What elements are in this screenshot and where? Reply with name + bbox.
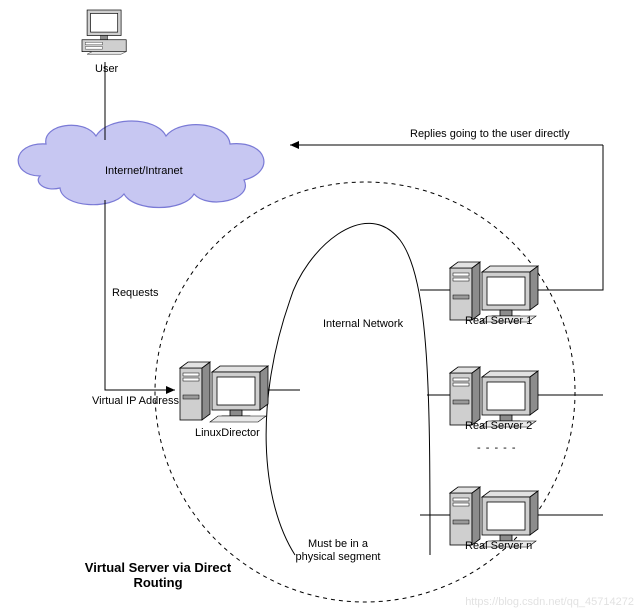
rs1-label: Real Server 1 bbox=[465, 315, 532, 327]
arrowhead-9 bbox=[290, 141, 299, 149]
diagram-title: Virtual Server via Direct Routing bbox=[78, 560, 238, 590]
vip-label: Virtual IP Address bbox=[92, 395, 179, 407]
arrowhead-1 bbox=[166, 386, 175, 394]
real-server-1-icon bbox=[450, 262, 538, 322]
real-server-2-icon bbox=[450, 367, 538, 427]
segment-note: Must be in a physical segment bbox=[293, 538, 383, 564]
internal-network-bubble bbox=[266, 223, 430, 555]
watermark-text: https://blog.csdn.net/qq_45714272 bbox=[465, 596, 634, 608]
user-computer-icon bbox=[82, 10, 126, 54]
rs2-label: Real Server 2 bbox=[465, 420, 532, 432]
ellipsis-label: - - - - - bbox=[477, 442, 517, 454]
cloud-label: Internet/Intranet bbox=[105, 165, 183, 177]
user-label: User bbox=[95, 63, 118, 75]
requests-label: Requests bbox=[112, 287, 158, 299]
internal-network-label: Internal Network bbox=[323, 318, 403, 330]
real-server-n-icon bbox=[450, 487, 538, 547]
rsn-label: Real Server n bbox=[465, 540, 532, 552]
linux-director-icon bbox=[180, 362, 268, 422]
replies-label: Replies going to the user directly bbox=[410, 128, 570, 140]
edge-6 bbox=[538, 145, 603, 290]
director-label: LinuxDirector bbox=[195, 427, 260, 439]
